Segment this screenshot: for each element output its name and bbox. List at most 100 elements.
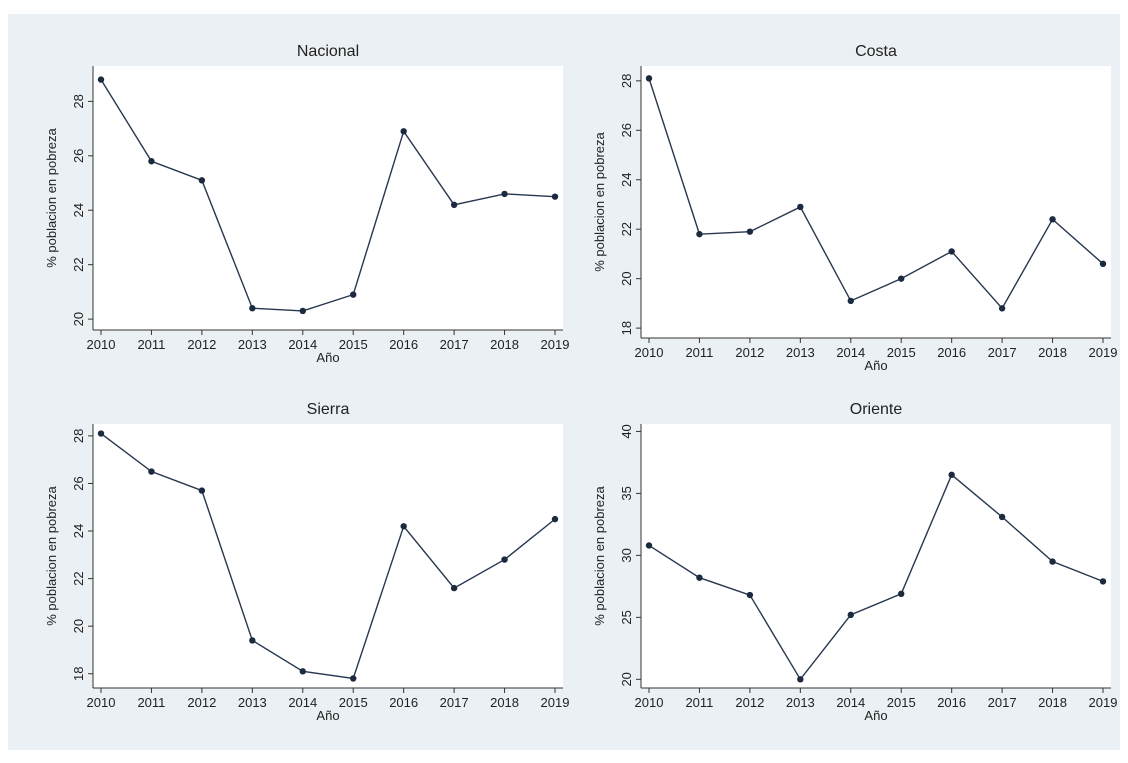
y-tick-label: 20 <box>619 271 634 285</box>
data-point <box>148 468 155 475</box>
data-point <box>1099 260 1107 268</box>
y-axis-label: % poblacion en pobreza <box>44 127 59 267</box>
data-point <box>998 305 1006 312</box>
x-tick-label: 2019 <box>541 337 570 352</box>
x-tick-label: 2018 <box>490 695 519 710</box>
data-point <box>400 128 407 135</box>
x-tick-label: 2014 <box>836 345 865 360</box>
data-point <box>948 248 955 255</box>
x-tick-label: 2012 <box>187 337 216 352</box>
data-point <box>450 584 458 592</box>
data-point <box>998 513 1006 521</box>
x-tick-label: 2011 <box>685 345 713 360</box>
data-point <box>1049 216 1056 223</box>
plot-area <box>93 66 563 330</box>
x-tick-label: 2013 <box>238 695 267 710</box>
x-tick-label: 2014 <box>288 337 317 352</box>
data-point <box>746 591 754 599</box>
y-tick-label: 26 <box>619 123 634 137</box>
x-axis-label: Año <box>316 350 339 365</box>
panel-nacional: 20 22 24 26 28 2010 2011 2012 2013 2014 2015 2016 20… <box>44 43 569 365</box>
x-tick-label: 2017 <box>440 695 469 710</box>
x-tick-label: 2018 <box>1038 345 1067 360</box>
data-point <box>645 75 653 82</box>
panel-oriente: 20 25 30 35 40 2010 2011 2012 2013 2014 2015 2016 20… <box>592 401 1117 723</box>
x-tick-label: 2011 <box>137 337 165 352</box>
y-axis-label: % poblacion en pobreza <box>592 485 607 625</box>
panel-title: Sierra <box>307 401 350 418</box>
y-tick-label: 40 <box>619 424 634 438</box>
chart-figure: 20 22 24 26 28 2010 2011 2012 2013 2014 2015 2016 20… <box>8 14 1120 750</box>
data-point <box>1099 578 1107 585</box>
data-point <box>898 590 905 598</box>
series-line <box>100 79 556 312</box>
data-point <box>198 177 206 184</box>
y-tick-label: 20 <box>71 619 86 633</box>
data-point <box>551 193 559 200</box>
x-axis-label: Año <box>864 708 887 723</box>
x-tick-label: 2017 <box>988 695 1017 710</box>
data-point <box>299 307 306 315</box>
y-tick-label: 28 <box>71 429 86 443</box>
x-tick-label: 2019 <box>541 695 570 710</box>
x-tick-label: 2014 <box>836 695 865 710</box>
data-point <box>847 611 854 619</box>
data-point <box>249 637 256 644</box>
plot-area <box>641 66 1111 338</box>
y-tick-label: 35 <box>619 486 634 500</box>
y-tick-label: 18 <box>71 666 86 680</box>
data-point <box>847 297 854 305</box>
x-tick-label: 2012 <box>735 345 764 360</box>
plot-area <box>641 424 1111 688</box>
data-point <box>450 201 458 209</box>
y-tick-label: 26 <box>71 476 86 490</box>
x-tick-label: 2010 <box>87 337 116 352</box>
data-point <box>501 556 508 563</box>
data-point <box>948 471 955 479</box>
panel-costa: 18 20 22 24 26 28 2010 2011 2012 2013 2014 2015 2016… <box>592 43 1117 373</box>
data-point <box>898 275 905 282</box>
data-point <box>797 203 804 211</box>
chart-svg: 20 22 24 26 28 2010 2011 2012 2013 2014 2015 2016 20… <box>44 43 1117 723</box>
y-tick-label: 22 <box>71 571 86 585</box>
x-tick-label: 2018 <box>1038 695 1067 710</box>
x-tick-label: 2018 <box>490 337 519 352</box>
data-point <box>148 158 155 165</box>
data-point <box>797 676 804 683</box>
y-axis-label: % poblacion en pobreza <box>592 131 607 271</box>
panel-title: Nacional <box>297 43 359 60</box>
x-tick-label: 2015 <box>339 695 368 710</box>
x-tick-label: 2010 <box>635 695 664 710</box>
y-tick-label: 24 <box>619 173 634 187</box>
y-tick-label: 18 <box>619 321 634 335</box>
x-tick-label: 2015 <box>887 345 916 360</box>
series-line <box>648 78 1104 310</box>
x-tick-label: 2013 <box>786 695 815 710</box>
y-tick-label: 28 <box>619 74 634 88</box>
data-point <box>97 430 105 437</box>
x-tick-label: 2016 <box>937 345 966 360</box>
data-point <box>350 675 357 682</box>
data-point <box>551 515 559 523</box>
data-point <box>97 76 105 83</box>
y-tick-label: 20 <box>619 672 634 686</box>
y-tick-label: 22 <box>71 257 86 271</box>
plot-area <box>93 424 563 688</box>
data-point <box>645 542 653 549</box>
data-point <box>299 668 306 675</box>
y-tick-label: 26 <box>71 149 86 163</box>
data-point <box>501 190 508 198</box>
panel-sierra: 18 20 22 24 26 28 2010 2011 2012 2013 2014 2015 2016… <box>44 401 569 723</box>
x-tick-label: 2011 <box>685 695 713 710</box>
y-tick-label: 28 <box>71 94 86 108</box>
x-tick-label: 2016 <box>389 337 418 352</box>
x-tick-label: 2012 <box>187 695 216 710</box>
x-tick-label: 2019 <box>1089 695 1118 710</box>
x-tick-label: 2010 <box>87 695 116 710</box>
x-tick-label: 2015 <box>887 695 916 710</box>
x-tick-label: 2017 <box>440 337 469 352</box>
data-point <box>696 230 703 238</box>
y-tick-label: 30 <box>619 548 634 562</box>
data-point <box>350 291 357 298</box>
x-tick-label: 2019 <box>1089 345 1118 360</box>
